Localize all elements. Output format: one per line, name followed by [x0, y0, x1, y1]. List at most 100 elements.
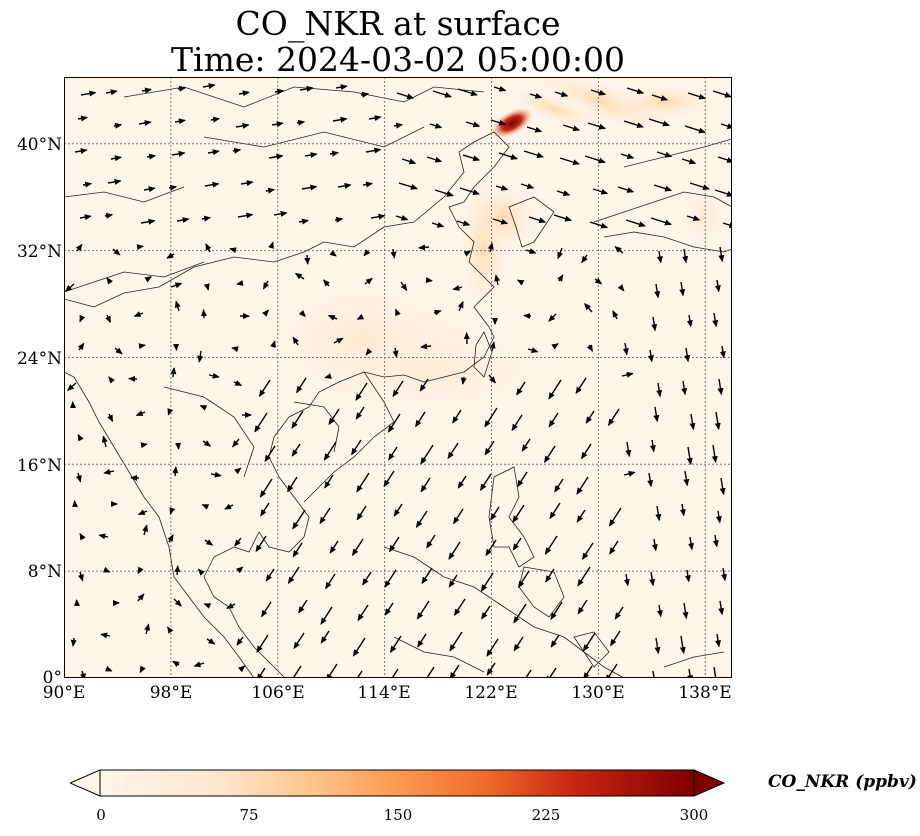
wind-arrow: [388, 446, 398, 461]
wind-arrow: [462, 154, 481, 162]
wind-arrow: [463, 250, 472, 257]
wind-arrow: [142, 524, 148, 536]
wind-arrow: [236, 566, 244, 574]
wind-arrow: [655, 505, 662, 522]
wind-arrow: [337, 182, 352, 189]
wind-arrow: [364, 277, 373, 285]
wind-arrow: [329, 150, 340, 157]
wind-arrow: [67, 382, 77, 392]
wind-arrow: [102, 566, 111, 573]
wind-arrow: [610, 630, 621, 647]
wind-arrow: [392, 347, 399, 358]
wind-arrow: [576, 476, 589, 495]
colorbar-tick-label: 75: [239, 806, 259, 824]
wind-arrow: [711, 444, 718, 464]
wind-arrow: [258, 379, 271, 397]
wind-arrow: [651, 94, 669, 101]
wind-arrow: [172, 466, 179, 477]
wind-arrow: [417, 633, 427, 648]
wind-arrow: [105, 314, 112, 324]
concentration-plumes: [244, 77, 732, 427]
wind-arrow: [293, 632, 305, 650]
wind-arrow: [490, 506, 500, 521]
wind-arrow: [328, 408, 340, 426]
wind-arrow: [490, 119, 507, 126]
wind-arrow: [590, 89, 607, 96]
wind-arrow: [457, 88, 478, 97]
wind-arrow: [201, 504, 210, 510]
wind-arrow: [614, 246, 624, 254]
wind-arrow: [486, 662, 496, 676]
wind-arrow: [620, 153, 635, 159]
wind-arrow: [608, 507, 622, 527]
wind-arrow: [325, 573, 336, 590]
wind-arrow: [419, 378, 429, 392]
wind-arrow: [487, 242, 494, 253]
wind-arrow: [224, 503, 234, 510]
wind-arrow: [548, 379, 562, 400]
lon-tick-label: 114°E: [357, 683, 411, 703]
wind-arrow: [298, 309, 306, 318]
wind-arrow: [719, 477, 726, 496]
wind-arrow: [557, 274, 564, 282]
map-title-line-1: CO_NKR at surface: [235, 4, 561, 43]
wind-arrow: [689, 413, 696, 431]
wind-arrow: [686, 314, 693, 328]
wind-arrow: [431, 221, 445, 228]
wind-arrow: [484, 440, 495, 456]
wind-arrow: [548, 313, 557, 322]
wind-arrow: [387, 413, 401, 433]
wind-arrow: [617, 186, 635, 193]
wind-arrow: [323, 441, 337, 461]
wind-arrow: [74, 148, 88, 154]
wind-arrow: [106, 277, 113, 285]
wind-arrow: [400, 281, 408, 292]
wind-arrow: [390, 248, 397, 259]
wind-arrow: [425, 277, 433, 283]
wind-arrow: [650, 217, 672, 226]
wind-arrow: [544, 535, 558, 555]
wind-arrow: [517, 471, 528, 488]
wind-arrow: [233, 380, 243, 387]
wind-arrow: [715, 510, 722, 524]
wind-arrow: [714, 189, 732, 197]
wind-arrow: [77, 342, 85, 351]
wind-arrow: [686, 446, 693, 466]
wind-arrow: [136, 244, 144, 251]
wind-arrow: [135, 410, 146, 417]
wind-arrow: [625, 219, 646, 228]
wind-arrow: [426, 156, 443, 163]
lat-tick-label: 24°N: [16, 349, 62, 369]
colorbar-tick-label: 300: [679, 806, 709, 824]
wind-arrow: [583, 665, 593, 678]
wind-arrow: [484, 407, 498, 428]
wind-arrow: [433, 309, 442, 316]
wind-arrow: [138, 120, 152, 126]
wind-arrow: [621, 371, 634, 378]
wind-arrow: [557, 247, 564, 260]
lat-tick-label: 40°N: [16, 135, 62, 155]
wind-arrow: [656, 151, 673, 158]
wind-arrow: [292, 336, 299, 346]
wind-arrow: [226, 602, 236, 609]
wind-arrow: [174, 118, 186, 125]
wind-arrow: [100, 632, 111, 639]
wind-arrow: [287, 476, 298, 493]
wind-arrow: [626, 87, 645, 95]
wind-arrow: [334, 216, 344, 223]
wind-arrow: [682, 248, 689, 264]
wind-arrow: [365, 348, 373, 356]
lon-tick-label: 138°E: [678, 683, 732, 703]
wind-arrow: [392, 380, 404, 398]
wind-arrow: [229, 247, 237, 254]
wind-arrow: [517, 570, 530, 588]
wind-arrow: [143, 186, 156, 193]
wind-arrow: [682, 602, 689, 620]
wind-arrow: [169, 507, 176, 515]
wind-arrow: [231, 346, 239, 353]
wind-arrow: [288, 665, 302, 678]
wind-arrow: [485, 539, 497, 557]
wind-arrow: [265, 187, 276, 194]
wind-arrow: [384, 602, 394, 616]
wind-arrow: [298, 599, 308, 614]
